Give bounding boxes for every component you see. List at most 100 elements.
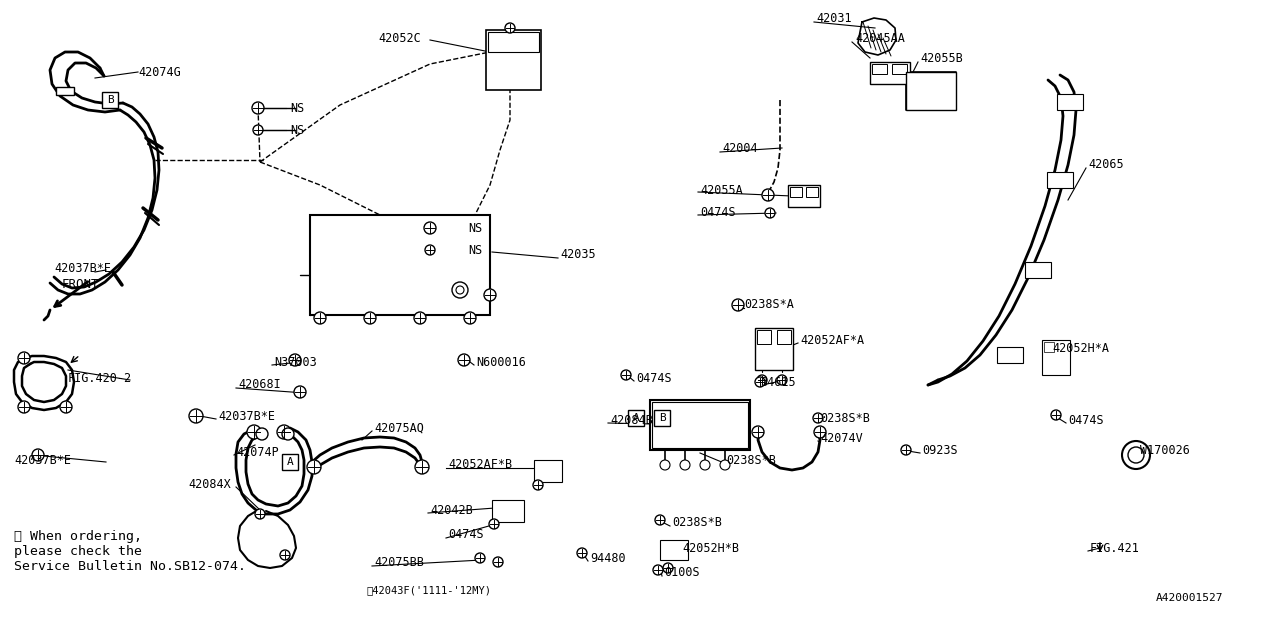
Circle shape [577, 548, 588, 558]
Text: 42052H*A: 42052H*A [1052, 342, 1108, 355]
Circle shape [253, 125, 262, 135]
Circle shape [719, 460, 730, 470]
Text: 42052H*B: 42052H*B [682, 541, 739, 554]
Text: 0474S: 0474S [448, 529, 484, 541]
Circle shape [680, 460, 690, 470]
Circle shape [307, 460, 321, 474]
Circle shape [282, 428, 294, 440]
Text: FRONT: FRONT [61, 278, 100, 291]
Circle shape [489, 519, 499, 529]
Circle shape [456, 286, 465, 294]
Circle shape [415, 460, 429, 474]
Text: 42074P: 42074P [236, 445, 279, 458]
Text: W170026: W170026 [1140, 444, 1190, 456]
Circle shape [364, 312, 376, 324]
Circle shape [294, 386, 306, 398]
Text: 42037B*E: 42037B*E [54, 262, 111, 275]
Circle shape [484, 289, 497, 301]
Circle shape [755, 377, 765, 387]
Bar [488, 32, 539, 52]
Text: 42035: 42035 [561, 248, 595, 262]
Text: 0238S*A: 0238S*A [744, 298, 794, 312]
Circle shape [425, 245, 435, 255]
Circle shape [314, 312, 326, 324]
Bar [534, 460, 562, 482]
Text: 42042B: 42042B [430, 504, 472, 516]
Bar [486, 30, 541, 90]
Circle shape [413, 312, 426, 324]
Circle shape [777, 375, 787, 385]
Circle shape [753, 426, 764, 438]
Circle shape [621, 370, 631, 380]
Text: 42055B: 42055B [920, 51, 963, 65]
Circle shape [189, 409, 204, 423]
Bar [652, 402, 748, 448]
Circle shape [655, 515, 666, 525]
Text: 0238S*B: 0238S*B [726, 454, 776, 467]
Text: ※ When ordering,
please check the
Service Bulletin No.SB12-074.: ※ When ordering, please check the Servic… [14, 530, 246, 573]
Bar [282, 454, 298, 470]
Text: 94480: 94480 [590, 552, 626, 564]
Text: 42031: 42031 [817, 12, 851, 24]
Bar [56, 87, 74, 95]
Bar [906, 72, 956, 110]
Bar [892, 64, 908, 74]
Text: NS: NS [468, 243, 483, 257]
Text: 42068I: 42068I [238, 378, 280, 392]
Bar [654, 410, 669, 426]
Text: 0238S*B: 0238S*B [672, 516, 722, 529]
Bar [756, 330, 771, 344]
Bar [1044, 342, 1053, 352]
Text: 42074G: 42074G [138, 65, 180, 79]
Circle shape [765, 208, 774, 218]
Bar [777, 330, 791, 344]
Bar [492, 500, 524, 522]
Bar [1042, 340, 1070, 375]
Text: 34615: 34615 [760, 376, 796, 390]
Circle shape [280, 550, 291, 560]
Circle shape [1051, 410, 1061, 420]
Circle shape [452, 282, 468, 298]
Circle shape [475, 553, 485, 563]
Text: 42065: 42065 [1088, 159, 1124, 172]
Text: 42045AA: 42045AA [855, 31, 905, 45]
Text: N600016: N600016 [476, 355, 526, 369]
Text: 42084B: 42084B [611, 413, 653, 426]
Circle shape [256, 428, 268, 440]
Text: NS: NS [291, 124, 305, 136]
Text: 42004: 42004 [722, 141, 758, 154]
Bar [628, 410, 644, 426]
Text: B: B [106, 95, 114, 105]
Circle shape [660, 460, 669, 470]
Circle shape [493, 557, 503, 567]
Circle shape [255, 509, 265, 519]
Text: B: B [659, 413, 666, 423]
Text: 0238S*B: 0238S*B [820, 412, 870, 424]
Circle shape [424, 222, 436, 234]
Circle shape [1128, 447, 1144, 463]
Circle shape [18, 401, 29, 413]
Circle shape [1123, 441, 1149, 469]
Circle shape [814, 426, 826, 438]
Circle shape [60, 401, 72, 413]
Bar [102, 92, 118, 108]
Text: FIG.421: FIG.421 [1091, 541, 1140, 554]
Text: 42075AQ: 42075AQ [374, 422, 424, 435]
Circle shape [289, 354, 301, 366]
Text: A: A [287, 457, 293, 467]
Text: 0474S: 0474S [636, 371, 672, 385]
Bar [872, 64, 887, 74]
Bar [870, 62, 910, 84]
Text: 0474S: 0474S [700, 207, 736, 220]
Circle shape [18, 352, 29, 364]
Circle shape [653, 565, 663, 575]
Text: 0923S: 0923S [922, 444, 957, 456]
Bar [790, 187, 803, 197]
Text: 42052C: 42052C [378, 31, 421, 45]
Text: 0474S: 0474S [1068, 413, 1103, 426]
Circle shape [663, 563, 673, 573]
Text: 0100S: 0100S [664, 566, 700, 579]
Circle shape [247, 425, 261, 439]
Circle shape [458, 354, 470, 366]
Text: 42075BB: 42075BB [374, 557, 424, 570]
